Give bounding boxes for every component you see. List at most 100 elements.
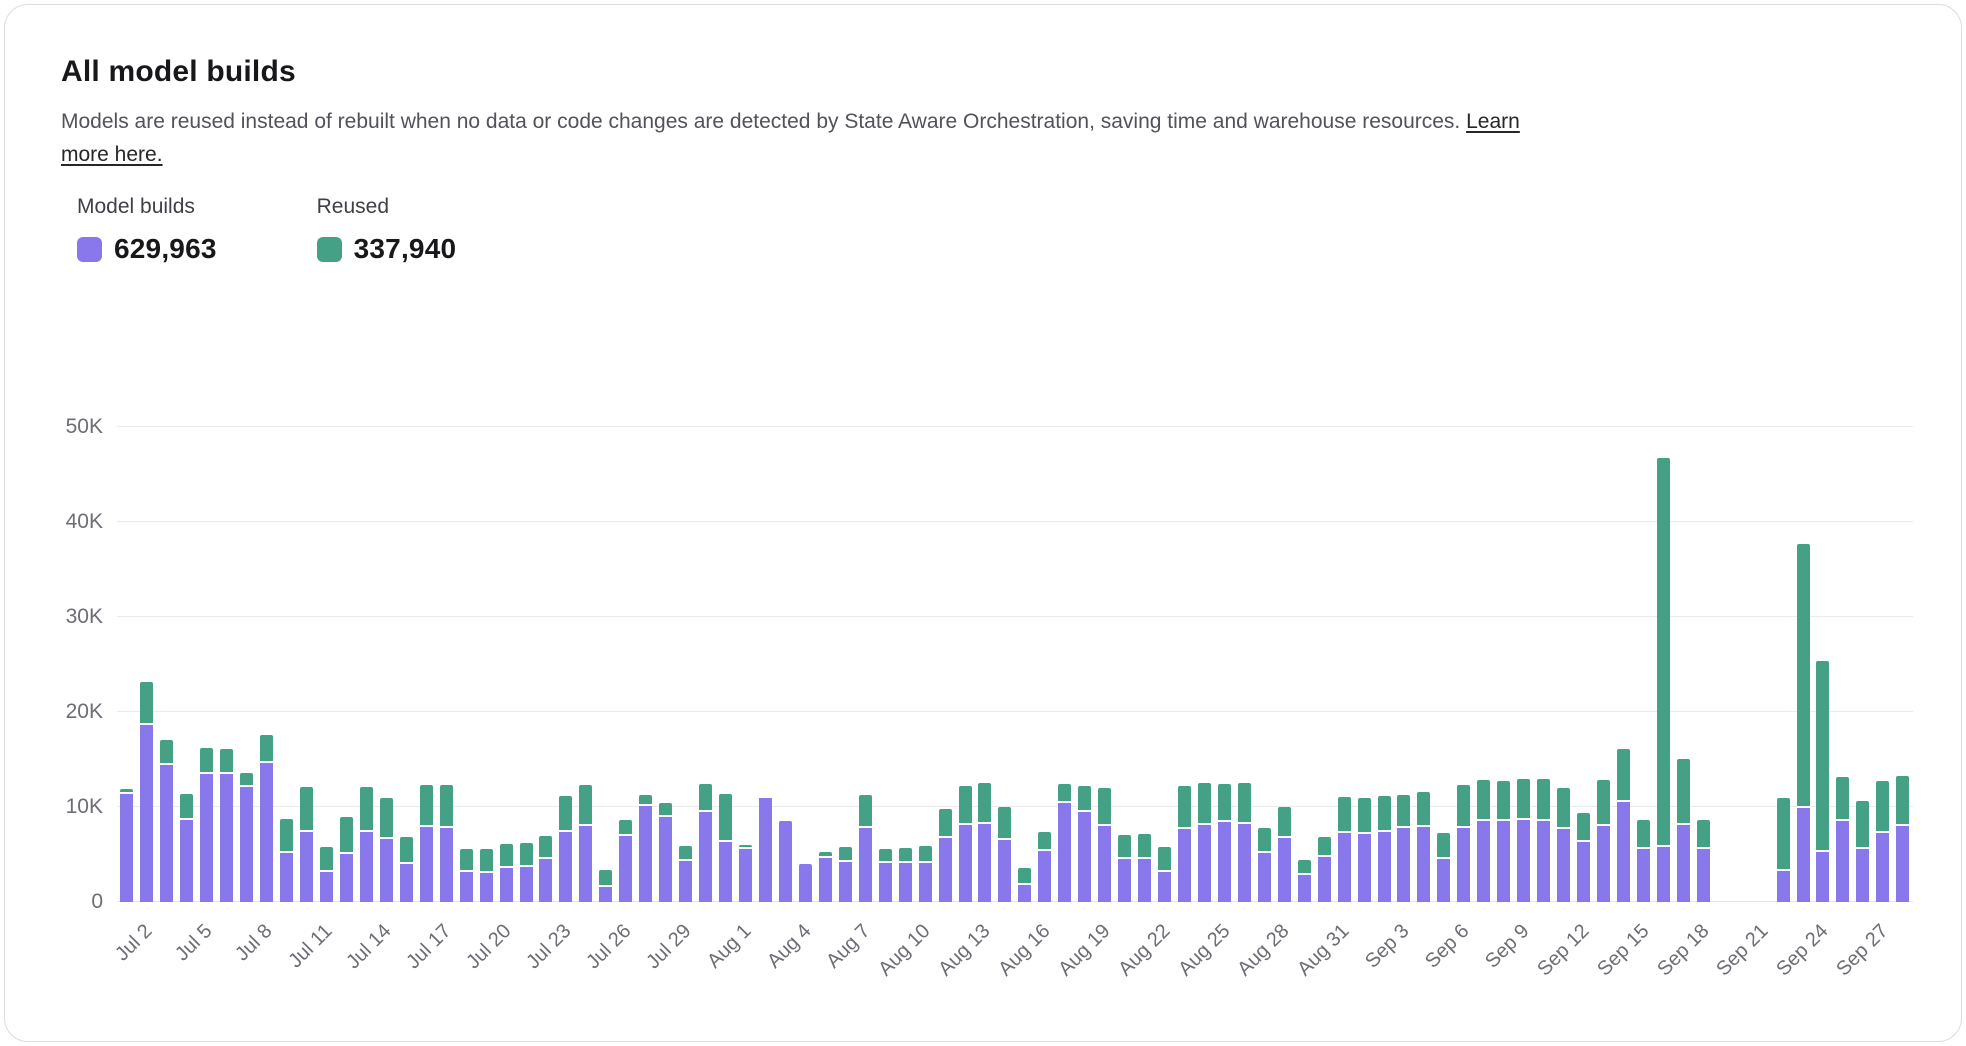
model-builds-segment[interactable] [1018, 884, 1032, 902]
reused-segment[interactable] [240, 772, 254, 786]
model-builds-segment[interactable] [1896, 826, 1910, 902]
reused-segment[interactable] [878, 848, 892, 862]
reused-segment[interactable] [1676, 759, 1690, 824]
bar-jul-24[interactable] [556, 335, 576, 902]
bar-aug-21[interactable] [1115, 335, 1135, 902]
bar-jul-4[interactable] [157, 335, 177, 902]
bar-jul-11[interactable] [297, 335, 317, 902]
model-builds-segment[interactable] [1237, 824, 1251, 902]
bar-jul-7[interactable] [217, 335, 237, 902]
reused-segment[interactable] [1018, 867, 1032, 883]
model-builds-segment[interactable] [1457, 827, 1471, 902]
bar-aug-25[interactable] [1194, 335, 1214, 902]
model-builds-segment[interactable] [539, 859, 553, 902]
model-builds-segment[interactable] [399, 864, 413, 902]
bar-jul-13[interactable] [336, 335, 356, 902]
bar-jul-5[interactable] [177, 335, 197, 902]
bar-aug-11[interactable] [915, 335, 935, 902]
model-builds-segment[interactable] [1597, 826, 1610, 902]
bar-aug-2[interactable] [736, 335, 756, 902]
bar-sep-11[interactable] [1534, 335, 1554, 902]
reused-segment[interactable] [978, 783, 992, 823]
bar-jul-31[interactable] [696, 335, 716, 902]
model-builds-segment[interactable] [1317, 857, 1331, 902]
reused-segment[interactable] [1537, 779, 1551, 820]
reused-segment[interactable] [120, 788, 134, 792]
bar-jul-10[interactable] [277, 335, 297, 902]
reused-segment[interactable] [958, 786, 972, 824]
reused-segment[interactable] [1058, 784, 1072, 802]
model-builds-segment[interactable] [679, 861, 693, 902]
bar-jul-3[interactable] [137, 335, 157, 902]
reused-segment[interactable] [1636, 820, 1650, 847]
bar-sep-14[interactable] [1594, 335, 1614, 902]
reused-segment[interactable] [1237, 783, 1251, 823]
reused-segment[interactable] [1038, 831, 1052, 849]
reused-segment[interactable] [539, 836, 553, 858]
bar-jul-28[interactable] [636, 335, 656, 902]
bar-sep-23[interactable] [1773, 335, 1793, 902]
bar-aug-28[interactable] [1254, 335, 1274, 902]
model-builds-segment[interactable] [1078, 811, 1092, 902]
reused-segment[interactable] [200, 748, 214, 772]
model-builds-segment[interactable] [1118, 859, 1132, 902]
model-builds-segment[interactable] [1177, 828, 1191, 902]
bar-aug-5[interactable] [795, 335, 815, 902]
bar-jul-12[interactable] [317, 335, 337, 902]
reused-segment[interactable] [439, 785, 453, 826]
bar-jul-29[interactable] [656, 335, 676, 902]
model-builds-segment[interactable] [1158, 871, 1172, 902]
model-builds-segment[interactable] [1577, 842, 1591, 902]
bar-jul-16[interactable] [396, 335, 416, 902]
reused-segment[interactable] [399, 837, 413, 862]
model-builds-segment[interactable] [1297, 875, 1311, 902]
bar-jul-20[interactable] [476, 335, 496, 902]
bar-aug-9[interactable] [875, 335, 895, 902]
reused-segment[interactable] [719, 793, 733, 841]
model-builds-segment[interactable] [599, 886, 613, 902]
model-builds-segment[interactable] [559, 831, 573, 902]
reused-segment[interactable] [1138, 833, 1152, 858]
bar-aug-20[interactable] [1095, 335, 1115, 902]
bar-sep-19[interactable] [1693, 335, 1713, 902]
bar-aug-18[interactable] [1055, 335, 1075, 902]
bar-jul-23[interactable] [536, 335, 556, 902]
bar-jul-19[interactable] [456, 335, 476, 902]
bar-sep-17[interactable] [1653, 335, 1673, 902]
reused-segment[interactable] [260, 734, 274, 762]
bar-jul-6[interactable] [197, 335, 217, 902]
reused-segment[interactable] [1377, 796, 1391, 830]
model-builds-segment[interactable] [699, 811, 713, 902]
bar-jul-30[interactable] [676, 335, 696, 902]
bar-aug-1[interactable] [716, 335, 736, 902]
bar-aug-23[interactable] [1155, 335, 1175, 902]
bar-sep-6[interactable] [1434, 335, 1454, 902]
model-builds-segment[interactable] [180, 820, 194, 902]
bar-jul-14[interactable] [356, 335, 376, 902]
model-builds-segment[interactable] [639, 806, 653, 902]
bar-sep-2[interactable] [1354, 335, 1374, 902]
bar-aug-12[interactable] [935, 335, 955, 902]
bar-jul-15[interactable] [376, 335, 396, 902]
bar-aug-4[interactable] [775, 335, 795, 902]
model-builds-segment[interactable] [1277, 838, 1291, 902]
reused-segment[interactable] [579, 785, 593, 824]
model-builds-segment[interactable] [998, 840, 1012, 902]
model-builds-segment[interactable] [1636, 848, 1650, 902]
reused-segment[interactable] [699, 784, 713, 810]
model-builds-segment[interactable] [739, 848, 753, 902]
reused-segment[interactable] [758, 795, 772, 797]
model-builds-segment[interactable] [1138, 859, 1152, 902]
reused-segment[interactable] [1397, 794, 1411, 826]
model-builds-segment[interactable] [1557, 828, 1571, 902]
bar-sep-15[interactable] [1613, 335, 1633, 902]
model-builds-segment[interactable] [519, 866, 533, 902]
bar-aug-14[interactable] [975, 335, 995, 902]
bar-jul-27[interactable] [616, 335, 636, 902]
model-builds-segment[interactable] [918, 863, 932, 902]
reused-segment[interactable] [499, 843, 513, 866]
bar-aug-31[interactable] [1314, 335, 1334, 902]
bar-aug-8[interactable] [855, 335, 875, 902]
model-builds-segment[interactable] [160, 765, 174, 902]
reused-segment[interactable] [1816, 660, 1830, 850]
